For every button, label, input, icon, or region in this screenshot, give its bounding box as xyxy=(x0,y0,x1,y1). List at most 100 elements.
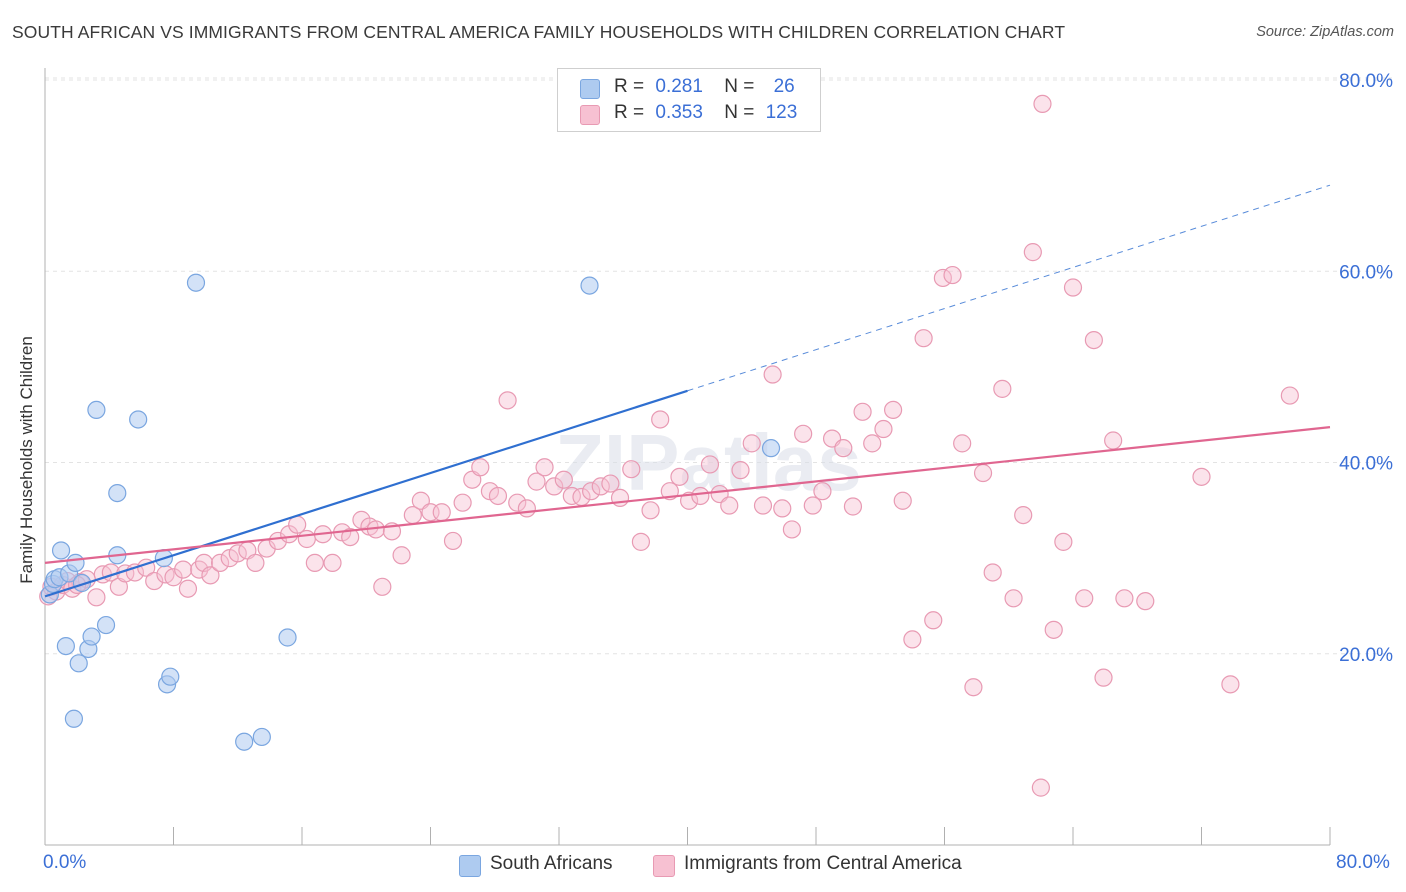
point-central-america xyxy=(651,410,670,429)
y-tick-label: 80.0% xyxy=(1339,71,1393,92)
n-label: N = xyxy=(724,76,755,97)
r-label: R = xyxy=(614,76,645,97)
point-central-america xyxy=(601,474,620,493)
point-central-america xyxy=(488,486,508,506)
point-south-african xyxy=(278,628,297,647)
point-central-america xyxy=(297,529,316,549)
point-central-america xyxy=(641,501,660,520)
point-central-america xyxy=(1063,278,1083,297)
point-central-america xyxy=(670,467,689,486)
point-central-america xyxy=(924,611,943,630)
grid-lines xyxy=(45,77,1392,655)
point-south-african xyxy=(761,439,781,458)
point-south-african xyxy=(161,667,180,686)
point-central-america xyxy=(535,458,554,477)
point-central-america xyxy=(1192,467,1211,486)
stats-legend: R = 0.281 N = 26 R = 0.353 N = 123 xyxy=(557,68,821,132)
point-central-america xyxy=(1136,592,1155,611)
point-central-america xyxy=(164,568,183,587)
point-central-america xyxy=(863,434,882,453)
point-central-america xyxy=(700,455,720,474)
point-central-america xyxy=(392,546,411,565)
legend-swatch-blue xyxy=(459,855,481,877)
point-central-america xyxy=(341,527,360,547)
point-south-african xyxy=(235,732,254,751)
point-central-america xyxy=(742,434,761,453)
point-central-america xyxy=(794,424,813,443)
point-central-america xyxy=(268,531,288,551)
point-central-america xyxy=(631,532,651,551)
y-tick-label: 40.0% xyxy=(1339,454,1393,475)
point-central-america xyxy=(1104,431,1123,450)
point-central-america xyxy=(914,329,933,348)
point-central-america xyxy=(517,499,536,518)
legend-label: South Africans xyxy=(490,853,613,874)
point-central-america xyxy=(373,577,392,596)
point-south-african xyxy=(108,484,127,503)
r-value: 0.353 xyxy=(655,102,703,123)
legend-label: Immigrants from Central America xyxy=(684,853,962,874)
point-central-america xyxy=(753,496,773,515)
point-central-america xyxy=(145,571,164,591)
point-central-america xyxy=(305,553,324,573)
point-central-america xyxy=(853,402,872,421)
point-central-america xyxy=(843,497,863,516)
point-central-america xyxy=(883,400,903,420)
x-tick-label-min: 0.0% xyxy=(43,852,87,873)
point-central-america xyxy=(903,630,922,649)
point-central-america xyxy=(1075,589,1094,608)
point-central-america xyxy=(201,566,220,585)
point-central-america xyxy=(1014,505,1033,525)
point-central-america xyxy=(1023,243,1042,262)
point-south-african xyxy=(69,654,88,673)
point-central-america xyxy=(803,496,822,515)
point-central-america xyxy=(87,588,106,607)
point-central-america xyxy=(210,553,230,573)
point-central-america xyxy=(246,553,265,573)
point-central-america xyxy=(1031,778,1050,797)
point-central-america xyxy=(731,461,750,480)
point-central-america xyxy=(1033,94,1052,114)
point-central-america xyxy=(174,560,193,579)
trend-line-south-africans xyxy=(44,389,688,598)
axes xyxy=(44,68,1331,846)
trend-line-south-africans-extension xyxy=(687,184,1331,392)
point-central-america xyxy=(1004,589,1023,608)
point-central-america xyxy=(782,520,802,539)
r-label: R = xyxy=(614,102,645,123)
point-central-america xyxy=(943,265,962,285)
point-central-america xyxy=(1221,675,1240,694)
point-central-america xyxy=(1280,386,1299,405)
point-south-african xyxy=(580,276,599,295)
point-central-america xyxy=(527,472,546,491)
point-central-america xyxy=(720,496,739,515)
point-central-america xyxy=(874,419,893,439)
trend-line-central-america xyxy=(44,426,1331,565)
point-central-america xyxy=(1094,668,1113,687)
point-south-african xyxy=(186,273,206,292)
point-south-african xyxy=(252,727,271,747)
point-central-america xyxy=(498,391,517,410)
point-central-america xyxy=(973,463,993,483)
source-label: Source: ZipAtlas.com xyxy=(1256,24,1394,40)
point-central-america xyxy=(323,553,342,573)
point-central-america xyxy=(993,379,1012,398)
legend-swatch-pink xyxy=(580,105,600,125)
y-tick-label: 20.0% xyxy=(1339,645,1393,666)
point-central-america xyxy=(562,486,581,506)
point-south-african xyxy=(64,709,84,728)
data-points xyxy=(39,94,1299,797)
y-tick-labels: 20.0% 40.0% 60.0% 80.0% xyxy=(1339,71,1393,666)
point-central-america xyxy=(453,493,472,512)
point-central-america xyxy=(545,477,564,496)
point-central-america xyxy=(813,482,832,501)
x-tick-label-max: 80.0% xyxy=(1336,852,1390,873)
series-legend: South Africans Immigrants from Central A… xyxy=(0,853,1406,877)
point-central-america xyxy=(1084,331,1103,350)
point-central-america xyxy=(691,486,710,506)
point-central-america xyxy=(554,470,573,489)
point-central-america xyxy=(508,493,527,512)
point-central-america xyxy=(1054,532,1073,551)
point-central-america xyxy=(1115,589,1134,608)
point-central-america xyxy=(178,579,198,598)
